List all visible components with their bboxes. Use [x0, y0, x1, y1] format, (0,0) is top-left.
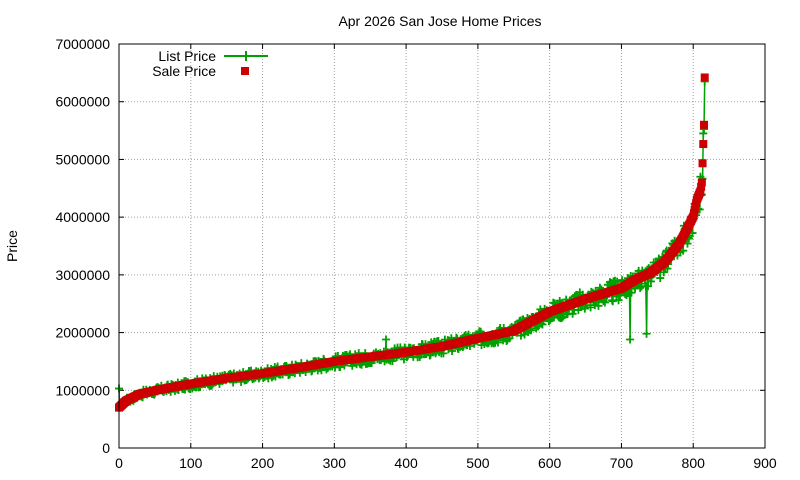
y-tick-label: 6000000: [55, 94, 110, 110]
sale-price-point: [697, 178, 706, 187]
x-tick-label: 0: [115, 455, 123, 471]
axis-ticks: 0 100 200 300 400 500 600 700 800 900 0 1000000 2000…: [55, 36, 776, 471]
x-tick-label: 500: [466, 455, 490, 471]
grid: [119, 44, 765, 448]
list-price-point: [627, 288, 636, 297]
list-price-point: [493, 338, 502, 347]
y-tick-label: 5000000: [55, 151, 110, 167]
sale-price-point: [699, 120, 708, 129]
y-tick-label: 7000000: [55, 36, 110, 52]
list-price-point: [644, 282, 653, 291]
x-tick-label: 400: [394, 455, 418, 471]
y-tick-label: 0: [102, 440, 110, 456]
list-price-point: [574, 306, 583, 315]
list-price-point: [557, 313, 566, 322]
list-price-point: [382, 335, 391, 344]
y-tick-label: 2000000: [55, 325, 110, 341]
series-markers-list-price: [115, 77, 709, 412]
list-price-point: [568, 309, 577, 318]
chart-title: Apr 2026 San Jose Home Prices: [338, 13, 541, 29]
plot-area: [115, 73, 709, 412]
list-price-point: [608, 297, 617, 306]
sale-price-point: [699, 140, 708, 149]
sale-price-point: [696, 187, 705, 196]
plot-frame: [118, 43, 766, 449]
y-axis-label: Price: [4, 230, 20, 262]
list-price-point: [626, 335, 635, 344]
legend-label-sale-price: Sale Price: [152, 63, 216, 79]
list-price-point: [642, 329, 651, 338]
list-price-point: [586, 303, 595, 312]
x-tick-label: 300: [323, 455, 347, 471]
y-tick-label: 3000000: [55, 267, 110, 283]
x-tick-label: 700: [610, 455, 634, 471]
series-markers-sale-price: [115, 73, 709, 412]
x-tick-label: 100: [179, 455, 203, 471]
sale-price-point: [697, 182, 706, 191]
list-price-point: [659, 268, 668, 277]
y-tick-label: 1000000: [55, 382, 110, 398]
list-price-point: [600, 298, 609, 307]
sale-price-point: [698, 159, 707, 168]
y-tick-label: 4000000: [55, 209, 110, 225]
sale-price-point: [700, 73, 709, 82]
list-price-point: [656, 274, 665, 283]
series-line-list-price: [118, 81, 706, 410]
legend: List Price Sale Price: [152, 48, 268, 79]
legend-marker-list-price: [241, 51, 251, 61]
legend-label-list-price: List Price: [158, 48, 216, 64]
legend-marker-sale-price: [241, 67, 249, 75]
list-price-point: [636, 283, 645, 292]
list-price-point: [594, 301, 603, 310]
x-tick-label: 900: [753, 455, 777, 471]
x-tick-label: 200: [251, 455, 275, 471]
x-tick-label: 800: [682, 455, 706, 471]
x-tick-label: 600: [538, 455, 562, 471]
